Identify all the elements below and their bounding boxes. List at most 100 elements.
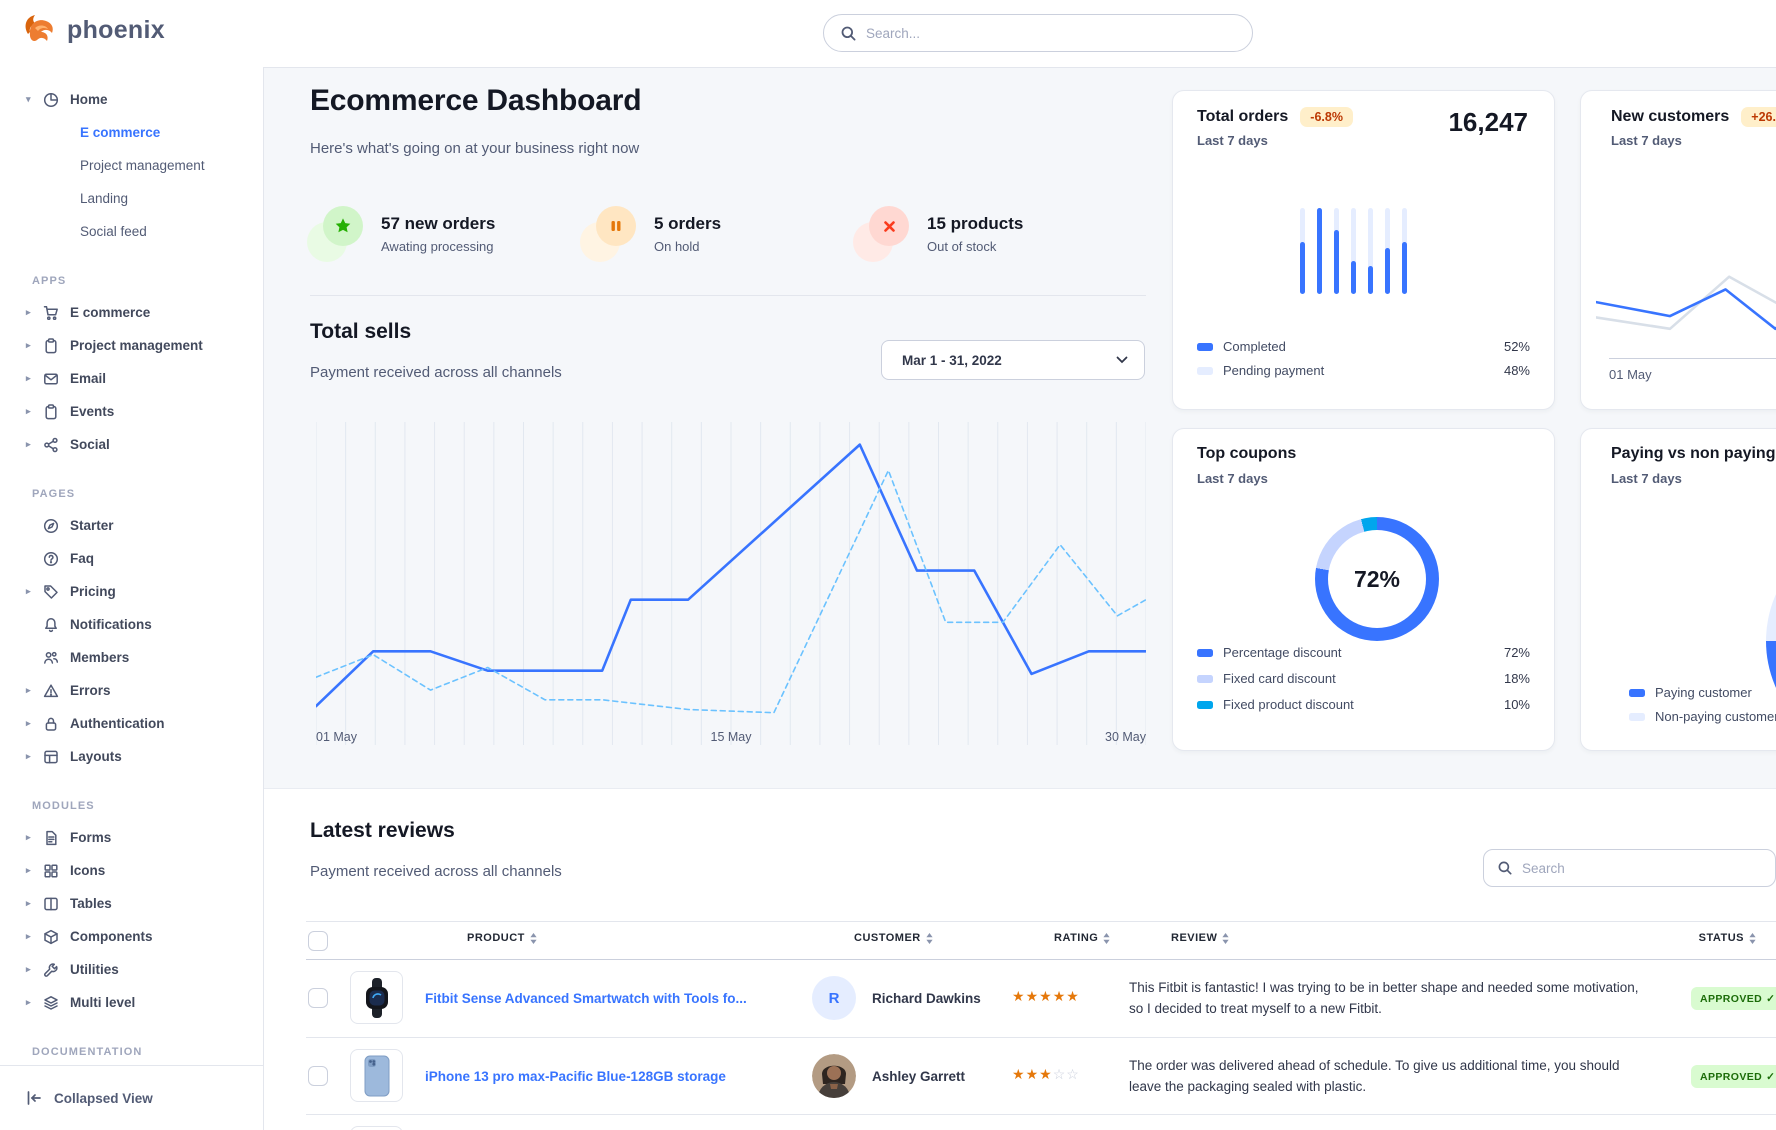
legend-swatch: [1629, 688, 1645, 697]
sidebar-item-authentication[interactable]: ▸ Authentication: [0, 707, 263, 740]
total-sells-line-chart: [316, 422, 1146, 745]
paying-gauge-chart: [1766, 526, 1776, 756]
share-icon: [43, 437, 70, 453]
paying-legend-item: Paying customer: [1629, 685, 1752, 700]
sidebar-item-project-management[interactable]: ▸ Project management: [0, 329, 263, 362]
x-tick-30-may: 30 May: [1105, 730, 1146, 744]
latest-reviews-subtitle: Payment received across all channels: [310, 863, 562, 880]
date-range-select[interactable]: Mar 1 - 31, 2022: [881, 340, 1145, 380]
sidebar-item-components[interactable]: ▸ Components: [0, 920, 263, 953]
status-badge: APPROVED ✓: [1691, 987, 1776, 1010]
collapse-icon: [26, 1091, 42, 1105]
top-coupons-legend-item: Fixed product discount 10%: [1197, 697, 1530, 712]
customer-name: Ashley Garrett: [872, 1069, 966, 1084]
product-thumbnail[interactable]: [350, 1049, 403, 1102]
sidebar-item-social[interactable]: ▸ Social: [0, 428, 263, 461]
sidebar-item-home[interactable]: ▾ Home: [0, 83, 263, 116]
new-customers-axis: [1609, 358, 1776, 359]
caret-right-icon: ▸: [26, 439, 31, 449]
global-search[interactable]: [823, 14, 1253, 52]
column-label: CUSTOMER: [854, 932, 921, 944]
sidebar-item-forms[interactable]: ▸ Forms: [0, 821, 263, 854]
review-text: The order was delivered ahead of schedul…: [1129, 1058, 1620, 1094]
sidebar-subitem-e-commerce[interactable]: E commerce: [80, 125, 161, 140]
legend-swatch: [1629, 712, 1645, 721]
sidebar-subitem-social-feed[interactable]: Social feed: [80, 224, 147, 239]
row-checkbox[interactable]: [308, 1066, 328, 1086]
sidebar-item-tables[interactable]: ▸ Tables: [0, 887, 263, 920]
sidebar-item-icons[interactable]: ▸ Icons: [0, 854, 263, 887]
total-orders-title: Total orders: [1197, 108, 1289, 125]
column-header-rating[interactable]: RATING: [1054, 932, 1110, 944]
sidebar-subitem-landing[interactable]: Landing: [80, 191, 129, 206]
sidebar-item-label: E commerce: [70, 305, 151, 320]
mail-icon: [43, 371, 70, 387]
column-header-product[interactable]: PRODUCT: [467, 932, 537, 944]
collapse-sidebar-button[interactable]: Collapsed View: [0, 1065, 263, 1130]
caret-right-icon: ▸: [26, 964, 31, 974]
total-sells-subtitle: Payment received across all channels: [310, 364, 562, 381]
star-icon: [307, 206, 363, 262]
column-label: RATING: [1054, 932, 1099, 944]
reviews-search-input[interactable]: [1522, 860, 1761, 876]
table-row: Apple MacBook Pro 13 inch-M1-8/256GB-spa…: [306, 1114, 1776, 1130]
sidebar-item-label: Errors: [70, 683, 111, 698]
legend-value: 72%: [1503, 645, 1530, 660]
tag-icon: [43, 584, 70, 600]
order-bar: [1334, 208, 1339, 294]
sidebar-item-layouts[interactable]: ▸ Layouts: [0, 740, 263, 773]
sidebar-item-errors[interactable]: ▸ Errors: [0, 674, 263, 707]
sidebar-item-multi-level[interactable]: ▸ Multi level: [0, 986, 263, 1019]
brand-logo[interactable]: phoenix: [22, 14, 165, 47]
select-all-checkbox[interactable]: [308, 931, 328, 951]
sidebar-item-faq[interactable]: Faq: [0, 542, 263, 575]
caret-right-icon: ▸: [26, 865, 31, 875]
product-link[interactable]: Fitbit Sense Advanced Smartwatch with To…: [425, 991, 747, 1006]
legend-label: Fixed product discount: [1223, 697, 1354, 712]
sidebar-item-label: Project management: [70, 338, 203, 353]
sidebar-item-label: Starter: [70, 518, 114, 533]
sidebar-item-utilities[interactable]: ▸ Utilities: [0, 953, 263, 986]
compass-icon: [43, 518, 70, 534]
dashboard-section: Ecommerce Dashboard Here's what's going …: [264, 68, 1776, 788]
x-icon: [853, 206, 909, 262]
pause-icon: [580, 206, 636, 262]
page-title: Ecommerce Dashboard: [310, 84, 642, 117]
sidebar-item-label: Events: [70, 404, 115, 419]
stats-divider: [310, 295, 1146, 296]
product-thumbnail[interactable]: [350, 1126, 403, 1130]
sort-icon: [1222, 932, 1230, 944]
sidebar-item-notifications[interactable]: Notifications: [0, 608, 263, 641]
sidebar-item-events[interactable]: ▸ Events: [0, 395, 263, 428]
order-bar: [1402, 208, 1407, 294]
column-header-review[interactable]: REVIEW: [1171, 932, 1230, 944]
new-customers-axis-label: 01 May: [1609, 367, 1652, 382]
quick-stat-danger: 15 products Out of stock: [853, 206, 1068, 262]
clipboard-icon: [43, 403, 70, 420]
file-icon: [43, 830, 70, 846]
product-link[interactable]: iPhone 13 pro max-Pacific Blue-128GB sto…: [425, 1069, 726, 1084]
reviews-table-header: PRODUCT CUSTOMER RATING REVIEW STATUS: [306, 922, 1776, 959]
brand-name: phoenix: [67, 16, 165, 44]
sidebar-item-starter[interactable]: Starter: [0, 509, 263, 542]
star-icon: ★: [1012, 988, 1026, 1004]
top-navbar: phoenix: [0, 0, 1776, 67]
reviews-search[interactable]: [1483, 849, 1776, 887]
column-header-status[interactable]: STATUS: [1699, 932, 1756, 944]
sidebar-subitem-project-management[interactable]: Project management: [80, 158, 205, 173]
order-bar: [1368, 208, 1373, 294]
legend-swatch: [1197, 648, 1213, 657]
sidebar-item-e-commerce[interactable]: ▸ E commerce: [0, 296, 263, 329]
sidebar-item-pricing[interactable]: ▸ Pricing: [0, 575, 263, 608]
top-coupons-period: Last 7 days: [1197, 471, 1268, 486]
global-search-input[interactable]: [866, 25, 1235, 41]
column-header-customer[interactable]: CUSTOMER: [854, 932, 933, 944]
product-thumbnail[interactable]: [350, 971, 403, 1024]
legend-swatch: [1197, 366, 1213, 375]
column-label: STATUS: [1698, 932, 1744, 944]
new-customers-card: New customers +26.5% Last 7 days 01 May: [1580, 90, 1776, 410]
sidebar-item-members[interactable]: Members: [0, 641, 263, 674]
lock-icon: [43, 716, 70, 732]
sidebar-item-email[interactable]: ▸ Email: [0, 362, 263, 395]
row-checkbox[interactable]: [308, 988, 328, 1008]
